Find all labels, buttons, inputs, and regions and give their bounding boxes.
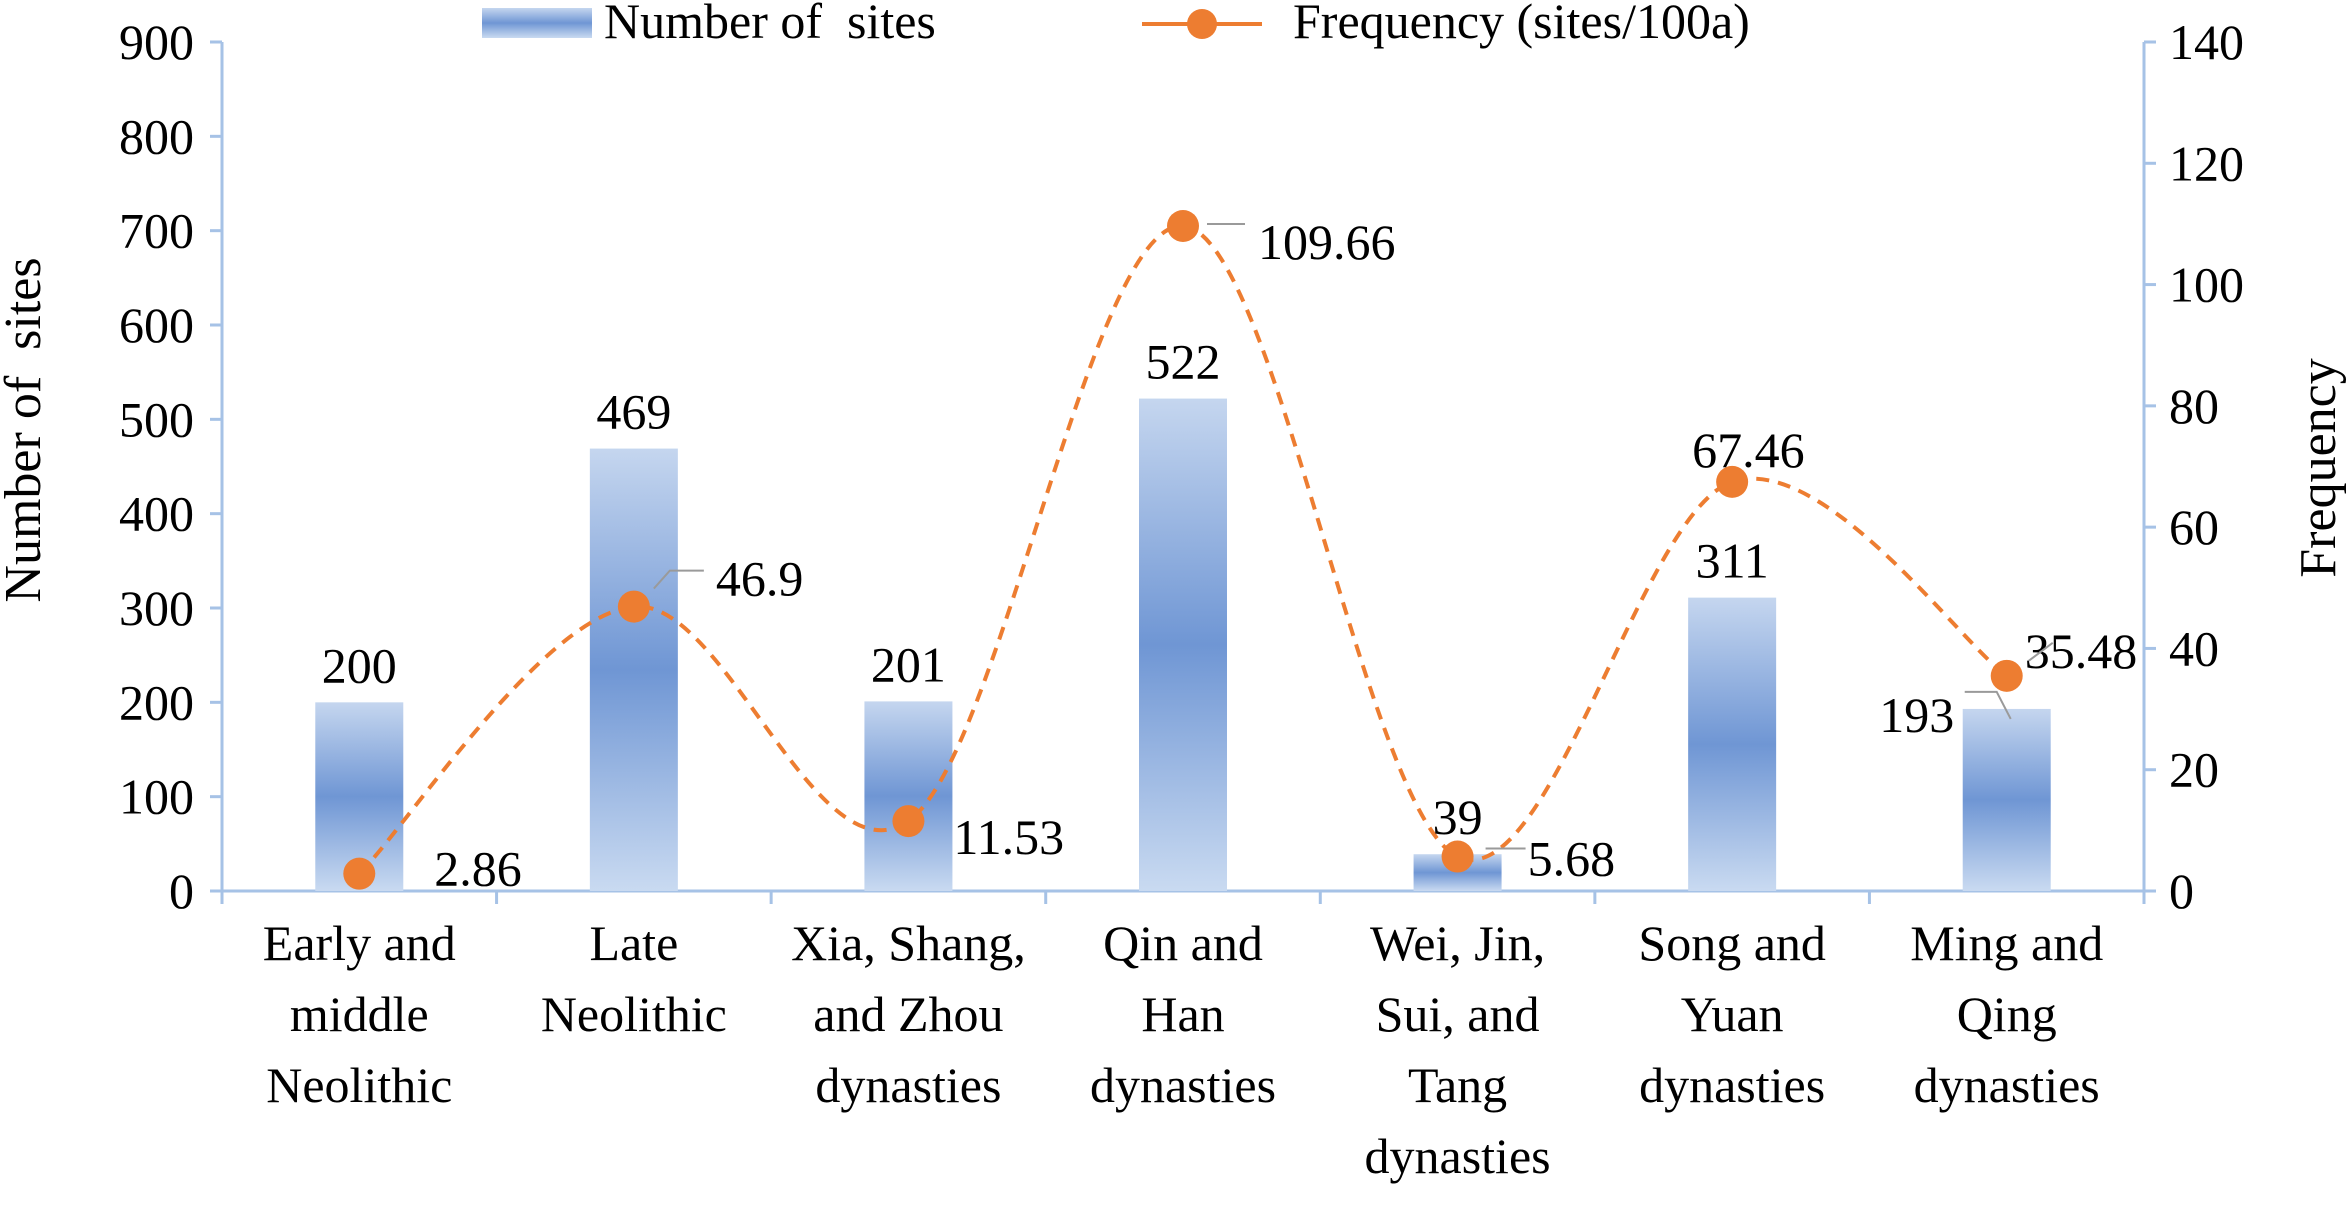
legend-line-marker [1187, 9, 1217, 39]
y-right-tick-label: 140 [2169, 14, 2244, 70]
bar-label-leader [1964, 690, 2012, 720]
legend: Number of sites Frequency (sites/100a) [482, 0, 1750, 49]
bar-value-label: 39 [1433, 789, 1483, 845]
frequency-marker [1167, 209, 1199, 242]
frequency-label-leader [2028, 642, 2054, 662]
y-right-tick-label: 0 [2169, 863, 2194, 919]
frequency-value-label: 5.68 [1528, 831, 1616, 887]
frequency-value-label: 109.66 [1258, 214, 1396, 270]
bar [589, 448, 678, 891]
y-left-tick-label: 100 [119, 769, 194, 825]
y-left-tick-label: 600 [119, 297, 194, 353]
bar [1139, 398, 1227, 891]
data-labels: 200 469 201 522 39 311 193 2.86 46.9 11.53 109.66 5… [322, 214, 2137, 897]
y-right-tick-label: 20 [2169, 742, 2219, 798]
y-left-axis-title: Number of sites [0, 257, 52, 602]
x-tick-label: Song and Yuan dynasties [1638, 915, 1826, 1113]
frequency-value-label: 67.46 [1692, 422, 1805, 478]
x-tick-label: Late Neolithic [541, 915, 727, 1042]
axes: 0 100 200 300 400 500 600 700 800 900 0 20 40 60 80 100… [119, 14, 2244, 1184]
y-left-tick-label: 200 [119, 674, 194, 730]
y-right-tick-label: 100 [2169, 257, 2244, 313]
bar [864, 701, 953, 891]
y-left-tick-label: 500 [119, 391, 194, 447]
frequency-marker [1990, 659, 2023, 692]
y-right-tick-label: 40 [2169, 620, 2219, 676]
frequency-marker [1716, 465, 1749, 498]
legend-line-label: Frequency (sites/100a) [1293, 0, 1750, 49]
frequency-label-leader [653, 569, 704, 590]
x-tick-label: Qin and Han dynasties [1090, 915, 1276, 1113]
y-left-tick-label: 300 [119, 580, 194, 636]
frequency-value-label: 2.86 [434, 841, 522, 897]
legend-bar-swatch [482, 8, 592, 38]
y-right-tick-label: 60 [2169, 499, 2219, 555]
bar-value-label: 522 [1146, 334, 1221, 390]
frequency-marker [1441, 840, 1474, 873]
frequency-marker [617, 590, 650, 623]
line-series [343, 209, 2023, 890]
frequency-marker [892, 805, 925, 838]
y-left-tick-label: 0 [169, 863, 194, 919]
y-right-tick-label: 80 [2169, 378, 2219, 434]
y-right-axis-title: Frequency [2290, 358, 2347, 577]
frequency-marker [343, 857, 376, 890]
bar-value-label: 469 [596, 384, 671, 440]
frequency-value-label: 46.9 [716, 551, 804, 607]
y-left-tick-label: 800 [119, 108, 194, 164]
bar [1688, 597, 1777, 891]
bar-value-label: 311 [1696, 533, 1769, 589]
y-left-tick-label: 900 [119, 14, 194, 70]
bar-value-label: 193 [1879, 687, 1954, 743]
legend-bar-label: Number of sites [604, 0, 936, 49]
frequency-value-label: 11.53 [953, 809, 1064, 865]
x-tick-label: Early and middle Neolithic [263, 915, 456, 1113]
y-left-tick-label: 400 [119, 486, 194, 542]
bar-value-label: 200 [322, 637, 397, 693]
y-right-tick-label: 120 [2169, 135, 2244, 191]
bar [1962, 708, 2051, 891]
x-tick-label: Xia, Shang, and Zhou dynasties [791, 915, 1026, 1113]
x-tick-label: Ming and Qing dynasties [1910, 915, 2103, 1113]
y-left-tick-label: 700 [119, 203, 194, 259]
x-tick-label: Wei, Jin, Sui, and Tang dynasties [1365, 915, 1551, 1184]
bar-value-label: 201 [871, 636, 946, 692]
